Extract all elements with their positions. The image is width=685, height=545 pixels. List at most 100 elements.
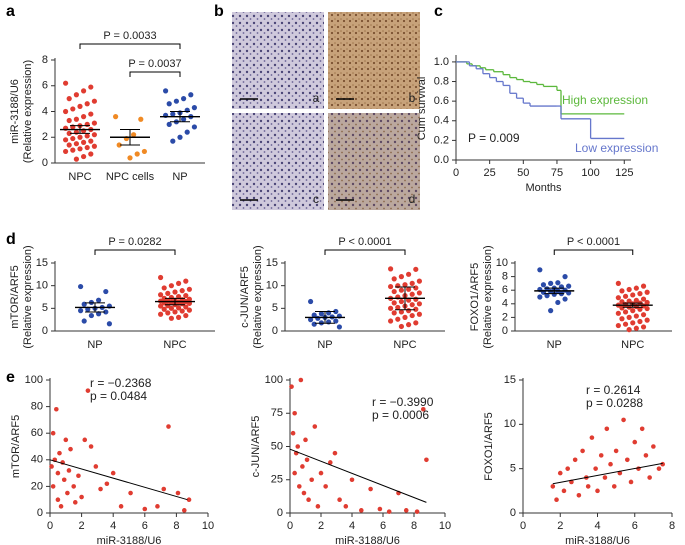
data-point: [403, 508, 409, 513]
data-point: [349, 477, 355, 483]
data-point: [72, 500, 78, 505]
data-point: [181, 116, 187, 122]
data-point: [96, 311, 102, 317]
y-axis-label: FOXO1/ARF5: [483, 412, 495, 480]
data-point: [413, 266, 419, 272]
error-bar: [544, 287, 565, 295]
data-point: [49, 464, 54, 469]
data-point: [161, 486, 167, 492]
data-point: [79, 494, 84, 500]
correlation-stat: p = 0.0288: [586, 396, 643, 410]
y-tick-label: 10: [504, 418, 516, 430]
data-point: [424, 457, 429, 463]
data-point: [608, 461, 613, 467]
data-point: [566, 290, 572, 296]
data-point: [333, 318, 339, 324]
error-bar: [315, 311, 335, 324]
data-point: [413, 320, 419, 326]
data-point: [413, 296, 419, 302]
data-point: [613, 448, 619, 454]
data-point: [562, 296, 568, 302]
data-point: [656, 466, 662, 471]
p-value: P = 0.009: [468, 131, 520, 145]
y-tick-label: 60: [31, 427, 43, 439]
regression-line: [289, 448, 427, 503]
data-point: [88, 151, 94, 157]
y-tick-label: 0: [272, 325, 278, 337]
x-tick-label: 10: [439, 520, 451, 532]
data-point: [304, 457, 310, 463]
error-bar: [395, 286, 415, 311]
error-bar: [622, 302, 643, 308]
x-tick-label: 6: [142, 520, 148, 532]
data-point: [651, 444, 656, 449]
data-point: [161, 285, 167, 291]
y-tick-label: 0: [502, 325, 508, 337]
data-point: [186, 307, 192, 313]
data-point: [289, 384, 294, 389]
data-point: [311, 312, 317, 318]
p-value: P = 0.0037: [128, 58, 181, 70]
data-point: [395, 304, 401, 311]
data-point: [63, 80, 69, 86]
y-tick-label: 10: [266, 280, 278, 292]
data-point: [391, 310, 397, 316]
data-point: [166, 121, 172, 127]
data-point: [91, 98, 97, 104]
data-point: [576, 492, 582, 498]
data-point: [593, 466, 598, 471]
data-point: [77, 134, 83, 140]
y-tick-label: 20: [31, 480, 43, 492]
x-tick-label: 8: [669, 520, 675, 532]
data-point: [184, 129, 190, 135]
error-bar: [120, 129, 140, 146]
y-tick-label: 5: [510, 463, 516, 475]
data-point: [402, 282, 408, 288]
data-point: [183, 278, 189, 284]
data-point: [343, 504, 349, 509]
data-point: [158, 311, 164, 317]
data-point: [70, 147, 76, 153]
data-point: [184, 107, 190, 113]
y-axis-label: c-JUN/ARF5: [239, 266, 251, 328]
error-bar: [165, 297, 185, 306]
data-point: [98, 486, 103, 492]
data-point: [391, 300, 397, 306]
data-point: [84, 133, 90, 139]
data-point: [615, 280, 621, 286]
y-axis-label: (Relative expression): [22, 60, 34, 163]
data-point: [77, 103, 83, 109]
y-tick-label: 100: [265, 374, 283, 386]
data-point: [81, 318, 87, 324]
y-axis-label: mTOR/ARF5: [10, 415, 22, 478]
data-point: [639, 426, 645, 432]
data-point: [395, 316, 401, 322]
data-point: [295, 444, 301, 449]
data-point: [644, 317, 650, 323]
data-point: [562, 274, 568, 280]
x-tick-label: 10: [202, 520, 214, 532]
y-tick-label: 0: [510, 507, 516, 519]
data-point: [628, 479, 634, 485]
micrograph-label: d: [409, 192, 416, 206]
x-tick-label: NP: [172, 171, 187, 183]
x-tick-label: 4: [110, 520, 116, 532]
data-point: [141, 148, 147, 155]
y-tick-label: 0.2: [434, 134, 449, 146]
data-point: [103, 309, 109, 315]
data-point: [68, 446, 73, 452]
data-point: [168, 283, 174, 289]
data-point: [413, 285, 419, 291]
data-point: [388, 305, 394, 311]
data-point: [170, 111, 176, 117]
data-point: [544, 293, 550, 299]
panel-letter: d: [6, 231, 16, 248]
x-tick-label: NP: [547, 339, 562, 351]
data-point: [626, 314, 632, 320]
data-point: [386, 509, 392, 514]
y-tick-label: 15: [36, 257, 48, 269]
p-value: P = 0.0033: [103, 30, 156, 42]
data-point: [604, 426, 610, 432]
y-tick-label: 0: [42, 325, 48, 337]
data-point: [633, 313, 639, 319]
